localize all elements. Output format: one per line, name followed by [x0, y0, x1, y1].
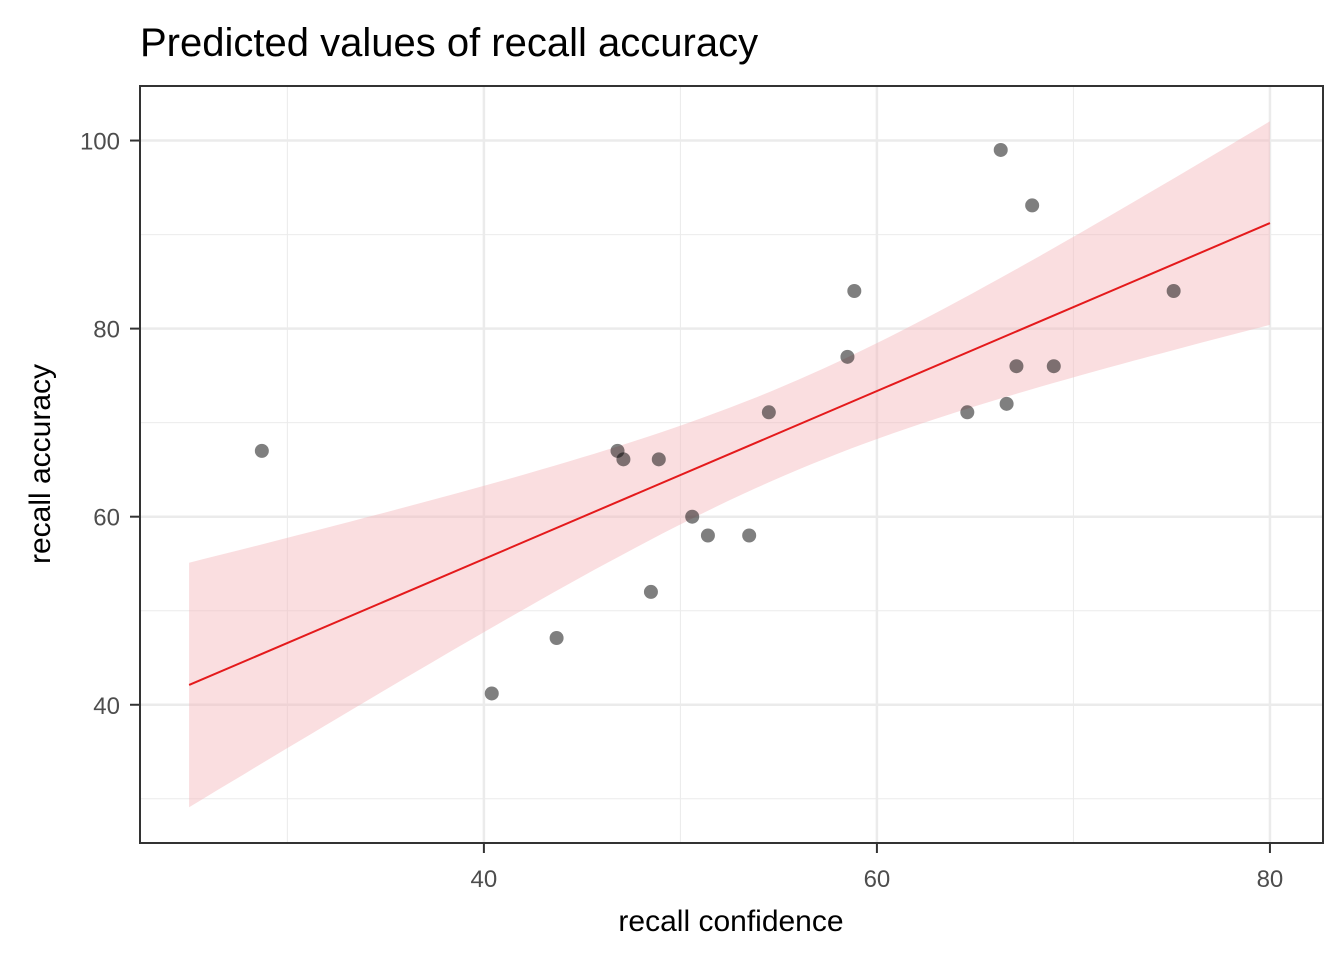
x-tick-label: 40 [471, 866, 498, 893]
data-point [847, 284, 862, 299]
data-point [651, 452, 666, 467]
confidence-ribbon-layer [189, 121, 1270, 808]
y-tick-label: 100 [80, 129, 120, 156]
data-point [1166, 284, 1181, 299]
x-tick-label: 80 [1257, 866, 1284, 893]
major-gridlines [140, 86, 1323, 843]
data-point [761, 405, 776, 420]
chart-title: Predicted values of recall accuracy [140, 21, 758, 65]
data-point [616, 452, 631, 467]
data-point [643, 584, 658, 599]
y-tick-label: 60 [93, 505, 120, 532]
data-point [1025, 198, 1040, 213]
data-point [993, 142, 1008, 157]
x-axis-title: recall confidence [618, 905, 843, 938]
data-point [549, 630, 564, 645]
data-point [742, 528, 757, 543]
data-point [1009, 359, 1024, 374]
data-point [1046, 359, 1061, 374]
x-tick-label: 60 [864, 866, 891, 893]
data-point [700, 528, 715, 543]
y-tick-label: 80 [93, 317, 120, 344]
data-point [484, 686, 499, 701]
data-point [840, 349, 855, 364]
y-axis-title: recall accuracy [24, 364, 57, 564]
data-point [254, 443, 269, 458]
data-point [685, 509, 700, 524]
data-point [999, 396, 1014, 411]
y-tick-label: 40 [93, 693, 120, 720]
fit-line-layer [188, 222, 1271, 686]
x-axis-ticks: 40 60 80 [471, 843, 1284, 893]
minor-gridlines [140, 86, 1323, 843]
data-points [254, 142, 1181, 701]
panel-border [139, 85, 1324, 844]
y-axis-ticks: 40 60 80 100 [80, 129, 140, 720]
fit-line [188, 222, 1271, 686]
confidence-ribbon [189, 121, 1270, 808]
data-point [960, 405, 975, 420]
